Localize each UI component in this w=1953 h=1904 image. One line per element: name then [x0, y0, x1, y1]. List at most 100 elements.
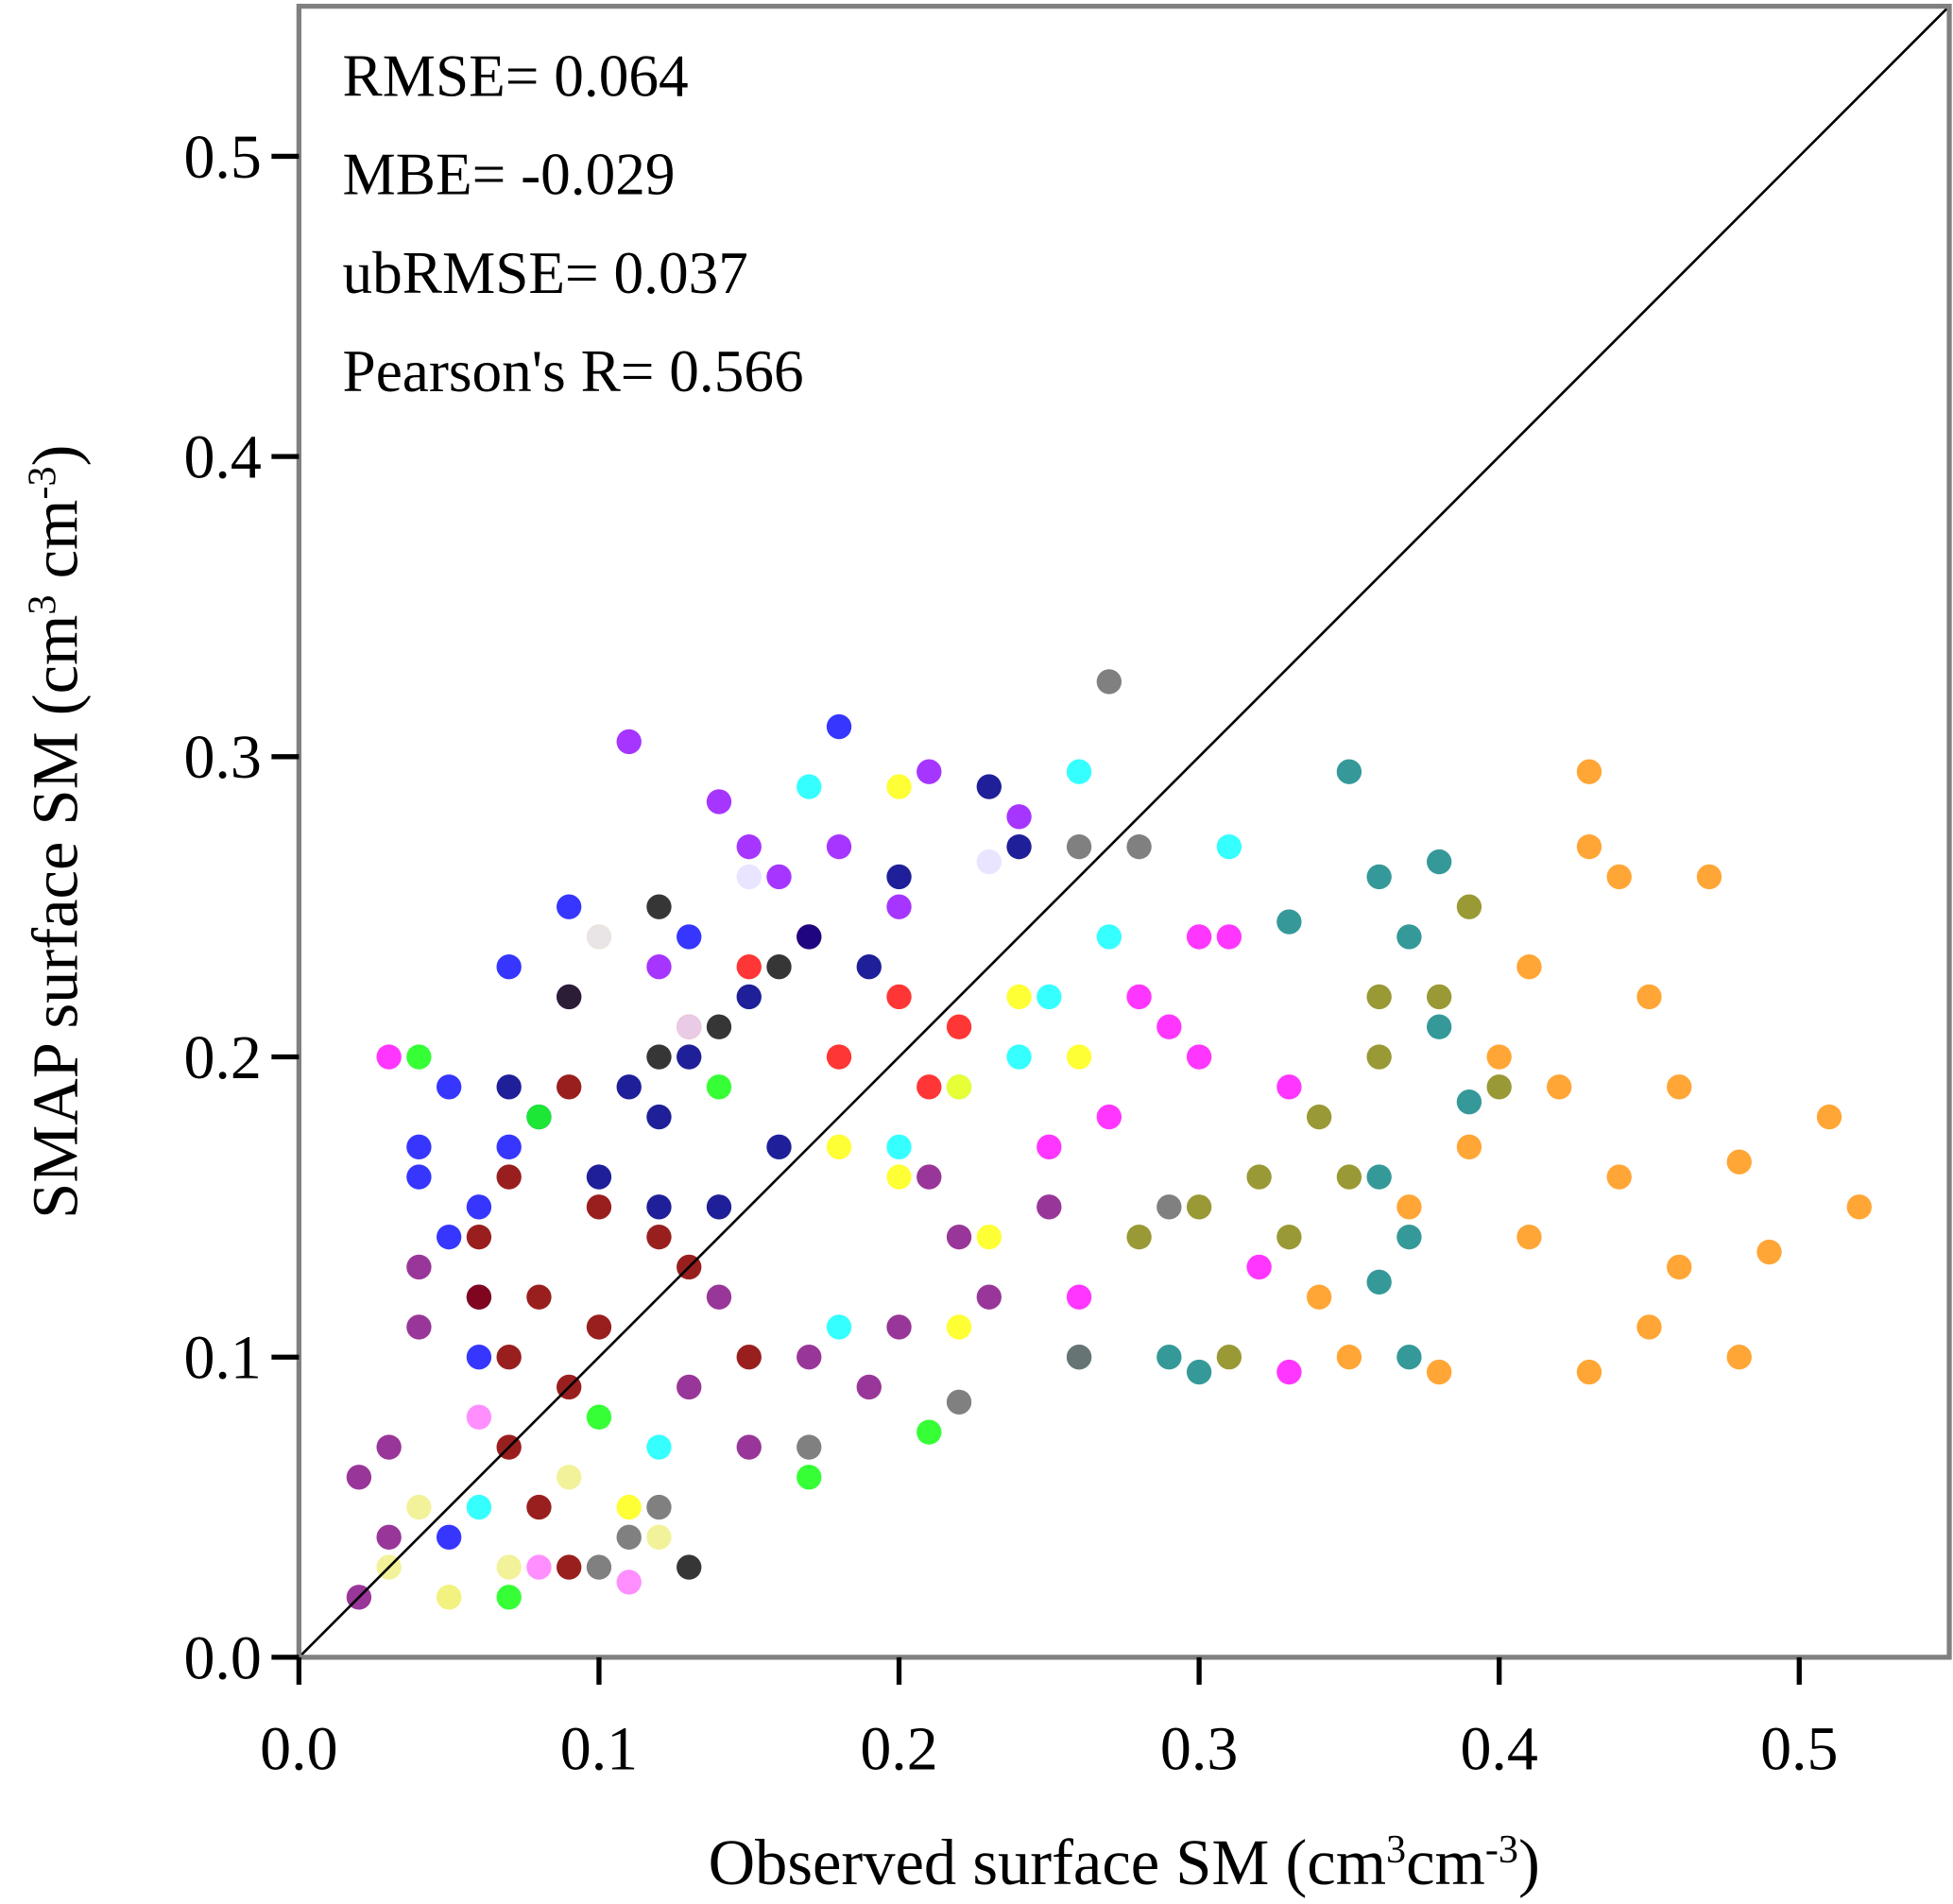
point [646, 1044, 672, 1070]
point [1156, 1194, 1182, 1220]
point [886, 1314, 912, 1340]
point [1216, 924, 1242, 950]
point [616, 1524, 642, 1551]
point [586, 1314, 612, 1340]
point [917, 1164, 942, 1190]
point [1396, 1194, 1422, 1220]
point [856, 954, 882, 980]
point [1366, 864, 1392, 890]
point [406, 1134, 432, 1160]
point [586, 1404, 612, 1430]
point [1006, 984, 1032, 1010]
point [1066, 1345, 1092, 1370]
point [1066, 833, 1092, 860]
point [1096, 924, 1122, 950]
point [856, 1374, 882, 1400]
point [1216, 833, 1242, 860]
point [496, 954, 522, 980]
point [586, 1194, 612, 1220]
point [976, 849, 1002, 875]
point [677, 1014, 702, 1039]
point [826, 713, 852, 740]
point [1006, 833, 1032, 860]
point [677, 1554, 702, 1580]
point [766, 954, 792, 980]
point [466, 1194, 492, 1220]
point [526, 1494, 552, 1520]
point [797, 924, 822, 950]
point [736, 1434, 762, 1460]
point [1456, 1089, 1482, 1115]
point [976, 1224, 1002, 1250]
point [616, 1074, 642, 1100]
x-tick-label: 0.3 [1160, 1715, 1238, 1784]
point [736, 864, 762, 890]
point [1186, 1194, 1212, 1220]
point [886, 1134, 912, 1160]
point [376, 1524, 402, 1551]
point [1276, 1074, 1302, 1100]
point [1066, 1044, 1092, 1070]
point [677, 924, 702, 950]
point [1456, 1134, 1482, 1160]
point [406, 1254, 432, 1280]
point [797, 774, 822, 799]
point [886, 774, 912, 799]
point [1396, 1224, 1422, 1250]
label-part: cm [1406, 1827, 1485, 1898]
point [1276, 1224, 1302, 1250]
point [496, 1554, 522, 1580]
point [706, 1284, 732, 1310]
point [1426, 984, 1452, 1010]
identity-line [298, 5, 1950, 1658]
point [1547, 1074, 1572, 1100]
point [1006, 1044, 1032, 1070]
point [1246, 1254, 1272, 1280]
point [616, 729, 642, 755]
point [646, 1494, 672, 1520]
label-part: ) [20, 445, 92, 467]
point [1156, 1014, 1182, 1039]
point [1066, 759, 1092, 784]
point [1396, 924, 1422, 950]
point [1667, 1074, 1692, 1100]
point [616, 1570, 642, 1595]
point [797, 1345, 822, 1370]
point [1186, 1359, 1212, 1385]
points [346, 669, 1872, 1610]
annotation: ubRMSE= 0.037 [343, 240, 748, 306]
point [1486, 1074, 1512, 1100]
label-part: ) [1518, 1827, 1540, 1898]
point [466, 1224, 492, 1250]
point [496, 1134, 522, 1160]
y-tick-label: 0.0 [183, 1623, 261, 1692]
point [1096, 669, 1122, 695]
point [406, 1164, 432, 1190]
point [646, 894, 672, 919]
point [1216, 1345, 1242, 1370]
point [1126, 1224, 1152, 1250]
point [376, 1044, 402, 1070]
x-tick-label: 0.0 [260, 1715, 337, 1784]
point [1246, 1164, 1272, 1190]
point [917, 1074, 942, 1100]
point [646, 1104, 672, 1130]
point [526, 1104, 552, 1130]
point [677, 1374, 702, 1400]
point [1726, 1149, 1752, 1175]
point [1636, 1314, 1662, 1340]
annotation: MBE= -0.029 [343, 142, 676, 208]
point [826, 1134, 852, 1160]
point [826, 1044, 852, 1070]
point [1606, 1164, 1632, 1190]
point [1667, 1254, 1692, 1280]
point [797, 1465, 822, 1490]
label-part: cm [20, 500, 92, 595]
point [1066, 1284, 1092, 1310]
point [946, 1074, 972, 1100]
point [1336, 759, 1362, 784]
point [1816, 1104, 1842, 1130]
point [1846, 1194, 1872, 1220]
point [736, 984, 762, 1010]
point [436, 1224, 462, 1250]
